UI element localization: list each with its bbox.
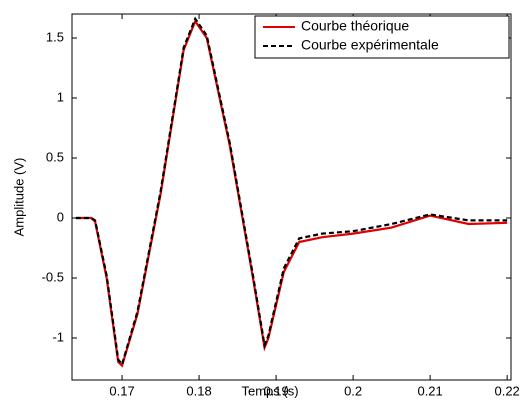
series-line bbox=[75, 18, 508, 368]
plot-area bbox=[71, 13, 512, 381]
x-axis-label: Temps (s) bbox=[241, 383, 298, 398]
y-tick-label: -0.5 bbox=[42, 269, 64, 284]
series-line bbox=[75, 16, 508, 367]
y-tick-label: 0 bbox=[57, 209, 64, 224]
x-tick-label: 0.21 bbox=[417, 383, 442, 398]
y-tick-label: -1 bbox=[52, 329, 64, 344]
y-axis-label: Amplitude (V) bbox=[11, 158, 26, 237]
legend bbox=[254, 15, 510, 59]
legend-label: Courbe expérimentale bbox=[301, 37, 439, 53]
x-tick-label: 0.19 bbox=[263, 383, 288, 398]
x-tick-label: 0.22 bbox=[494, 383, 519, 398]
x-tick-label: 0.2 bbox=[344, 383, 362, 398]
legend-label: Courbe théorique bbox=[301, 18, 409, 34]
y-tick-label: 1.5 bbox=[46, 29, 64, 44]
y-tick-label: 0.5 bbox=[46, 149, 64, 164]
x-tick-label: 0.17 bbox=[109, 383, 134, 398]
x-tick-label: 0.18 bbox=[186, 383, 211, 398]
y-tick-label: 1 bbox=[57, 89, 64, 104]
